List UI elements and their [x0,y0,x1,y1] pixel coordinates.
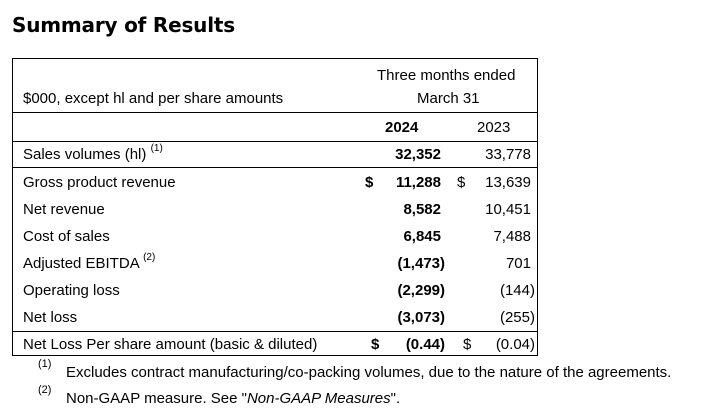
cell-current: (1,473) [397,255,445,272]
cell-current: 11,288 [395,174,441,191]
summary-table: Three months ended $000, except hl and p… [12,58,538,356]
footnote-ref-1: (1) [150,143,163,154]
footnote-2: (2) [38,384,52,404]
cell-prior: (0.04) [495,336,535,353]
period-header-line1: Three months ended [377,67,516,84]
cell-prior: 33,778 [485,146,531,163]
dollar-sign: $ [365,174,374,191]
cell-prior: (255) [499,309,535,326]
subheader-divider [13,141,537,142]
row-label-net-revenue: Net revenue [23,201,105,218]
col-header-prior: 2023 [477,119,511,136]
cell-prior: 7,488 [493,228,531,245]
row-divider [13,331,537,332]
dollar-sign: $ [457,174,466,191]
cell-current: 6,845 [403,228,441,245]
footnote-2-marker: (2) [38,384,52,396]
cell-prior: 13,639 [485,174,531,191]
units-label: $000, except hl and per share amounts [23,90,284,107]
cell-prior: 10,451 [485,201,531,218]
row-label-adjusted-ebitda: Adjusted EBITDA (2) [23,252,156,272]
col-header-current: 2024 [385,119,419,136]
cell-current: 8,582 [403,201,441,218]
page-title: Summary of Results [12,13,235,37]
cell-current: (0.44) [405,336,445,353]
footnote-1-marker: (1) [38,358,52,370]
dollar-sign: $ [463,336,472,353]
row-label-cost-of-sales: Cost of sales [23,228,110,245]
row-label-gross-product-revenue: Gross product revenue [23,174,176,191]
row-label-operating-loss: Operating loss [23,282,120,299]
period-header-line2: March 31 [417,90,480,107]
footnote-1-text: Excludes contract manufacturing/co-packi… [66,364,672,381]
row-label-net-loss: Net loss [23,309,78,326]
row-label-sales-volumes: Sales volumes (hl) (1) [23,143,163,163]
cell-current: (3,073) [397,309,445,326]
cell-current: 32,352 [395,146,441,163]
dollar-sign: $ [371,336,380,353]
row-divider [13,167,537,168]
cell-prior: 701 [505,255,531,272]
header-divider [13,112,537,113]
cell-current: (2,299) [397,282,445,299]
footnote-2-text: Non-GAAP measure. See "Non-GAAP Measures… [66,390,401,407]
row-label-net-loss-per-share: Net Loss Per share amount (basic & dilut… [23,336,318,353]
cell-prior: (144) [499,282,535,299]
footnote-ref-2: (2) [143,252,156,263]
footnote-1: (1) [38,358,52,378]
non-gaap-reference: Non-GAAP Measures [246,390,391,407]
